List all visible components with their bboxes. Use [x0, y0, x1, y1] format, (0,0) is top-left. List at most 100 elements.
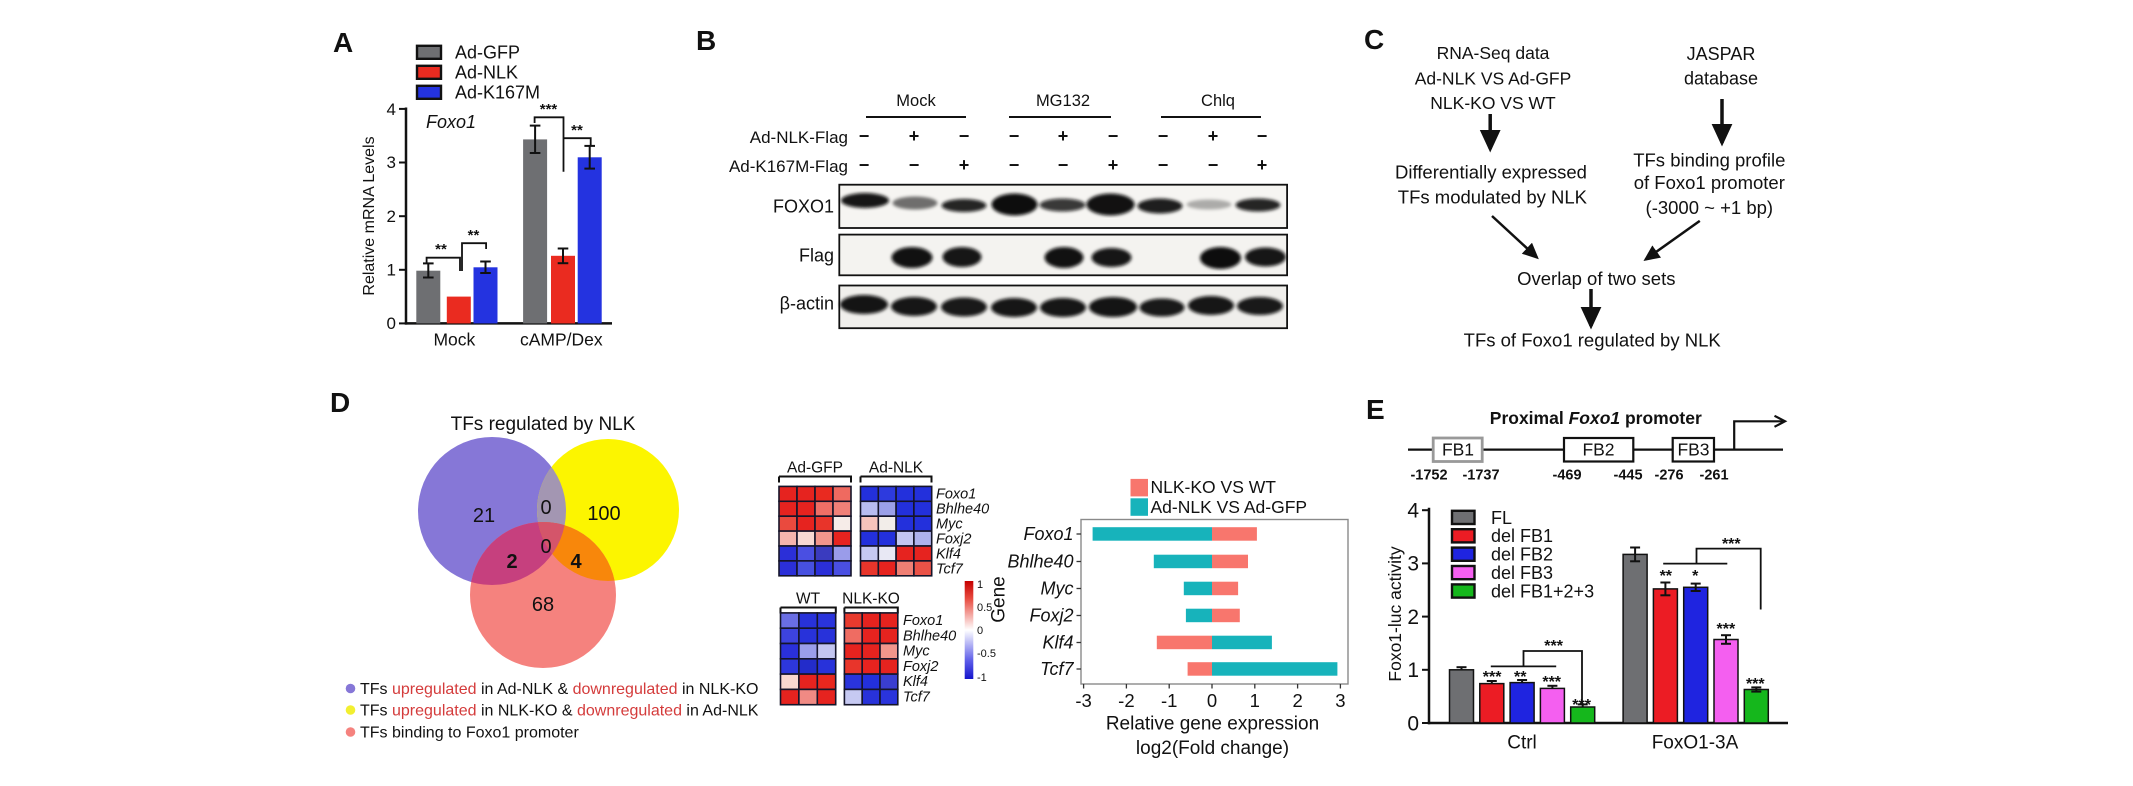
- svg-text:-276: -276: [1654, 468, 1683, 484]
- svg-text:Ad-GFP: Ad-GFP: [787, 460, 843, 477]
- svg-text:FL: FL: [1491, 508, 1512, 528]
- svg-text:-3: -3: [1075, 690, 1091, 711]
- svg-text:Overlap of two sets: Overlap of two sets: [1517, 268, 1675, 289]
- svg-text:-2: -2: [1118, 690, 1134, 711]
- svg-text:−: −: [1257, 126, 1268, 146]
- svg-text:Ad-NLK: Ad-NLK: [455, 63, 518, 83]
- svg-text:***: ***: [1717, 621, 1736, 638]
- svg-text:4: 4: [387, 100, 396, 119]
- svg-text:TFs modulated by NLK: TFs modulated by NLK: [1398, 187, 1588, 208]
- svg-text:1: 1: [387, 261, 396, 280]
- svg-text:68: 68: [532, 594, 554, 616]
- svg-text:Foxo1: Foxo1: [426, 112, 476, 132]
- svg-text:TFs of Foxo1 regulated by NLK: TFs of Foxo1 regulated by NLK: [1464, 330, 1722, 351]
- svg-text:**: **: [571, 122, 583, 139]
- svg-text:0: 0: [540, 536, 551, 558]
- svg-text:**: **: [1660, 568, 1673, 585]
- svg-text:Mock: Mock: [433, 330, 475, 350]
- svg-text:-469: -469: [1552, 468, 1581, 484]
- svg-text:**: **: [468, 227, 480, 244]
- svg-text:***: ***: [1722, 536, 1741, 553]
- svg-text:Foxo1: Foxo1: [1023, 524, 1073, 544]
- svg-text:RNA-Seq data: RNA-Seq data: [1437, 43, 1550, 63]
- svg-text:−: −: [859, 155, 870, 175]
- svg-text:Differentially expressed: Differentially expressed: [1395, 162, 1587, 183]
- svg-text:(-3000 ~ +1 bp): (-3000 ~ +1 bp): [1646, 197, 1774, 218]
- svg-text:−: −: [1108, 126, 1119, 146]
- svg-text:Proximal Foxo1 promoter: Proximal Foxo1 promoter: [1490, 408, 1702, 428]
- svg-text:*: *: [1692, 568, 1699, 585]
- svg-text:Ad-NLK-Flag: Ad-NLK-Flag: [750, 128, 848, 147]
- svg-text:FoxO1-3A: FoxO1-3A: [1652, 733, 1739, 754]
- svg-text:0: 0: [540, 497, 551, 519]
- svg-text:***: ***: [1542, 674, 1561, 691]
- svg-text:Foxj2: Foxj2: [1029, 606, 1073, 626]
- svg-text:FB3: FB3: [1677, 440, 1709, 460]
- svg-text:Relative mRNA Levels: Relative mRNA Levels: [361, 136, 378, 295]
- svg-text:B: B: [696, 25, 716, 56]
- svg-text:0: 0: [1207, 690, 1217, 711]
- svg-text:0: 0: [977, 625, 983, 637]
- svg-text:TFs upregulated in NLK-KO & do: TFs upregulated in NLK-KO & downregulate…: [360, 703, 759, 720]
- svg-text:21: 21: [473, 505, 495, 527]
- svg-text:Tcf7: Tcf7: [1040, 659, 1074, 679]
- svg-text:-261: -261: [1699, 468, 1728, 484]
- svg-text:MG132: MG132: [1036, 92, 1090, 110]
- svg-text:−: −: [959, 126, 970, 146]
- svg-text:A: A: [333, 27, 353, 58]
- svg-text:***: ***: [1746, 676, 1765, 693]
- svg-text:del FB3: del FB3: [1491, 563, 1553, 583]
- svg-text:2: 2: [387, 207, 396, 226]
- svg-text:**: **: [1514, 669, 1527, 686]
- svg-text:Foxo1: Foxo1: [936, 487, 976, 503]
- svg-text:2: 2: [1407, 606, 1419, 629]
- svg-text:−: −: [909, 155, 920, 175]
- svg-text:-1737: -1737: [1462, 468, 1499, 484]
- svg-text:+: +: [909, 126, 920, 146]
- svg-text:Ad-NLK VS Ad-GFP: Ad-NLK VS Ad-GFP: [1151, 497, 1308, 517]
- svg-text:−: −: [1208, 155, 1219, 175]
- svg-text:Ctrl: Ctrl: [1507, 733, 1537, 754]
- svg-text:Bhlhe40: Bhlhe40: [903, 628, 956, 644]
- svg-text:Foxj2: Foxj2: [903, 659, 938, 675]
- svg-text:Klf4: Klf4: [1042, 633, 1073, 653]
- svg-text:del FB1+2+3: del FB1+2+3: [1491, 581, 1594, 601]
- svg-text:1: 1: [1250, 690, 1260, 711]
- svg-text:0.5: 0.5: [977, 602, 992, 614]
- svg-text:NLK-KO: NLK-KO: [842, 591, 900, 608]
- svg-text:TFs regulated by NLK: TFs regulated by NLK: [451, 414, 636, 435]
- svg-text:+: +: [1208, 126, 1219, 146]
- svg-text:+: +: [959, 155, 970, 175]
- svg-text:3: 3: [1335, 690, 1345, 711]
- svg-text:Gene: Gene: [989, 576, 1010, 622]
- svg-text:Mock: Mock: [896, 92, 936, 110]
- svg-text:Klf4: Klf4: [903, 674, 928, 690]
- svg-text:−: −: [1058, 155, 1069, 175]
- svg-text:TFs upregulated in Ad-NLK & do: TFs upregulated in Ad-NLK & downregulate…: [360, 681, 758, 698]
- svg-text:2: 2: [1292, 690, 1302, 711]
- svg-text:D: D: [330, 387, 350, 418]
- svg-text:Bhlhe40: Bhlhe40: [936, 502, 989, 518]
- svg-text:TFs binding profile: TFs binding profile: [1633, 149, 1785, 170]
- svg-text:***: ***: [540, 101, 558, 118]
- svg-text:log2(Fold change): log2(Fold change): [1136, 738, 1289, 759]
- svg-text:Ad-K167M: Ad-K167M: [455, 83, 540, 103]
- svg-text:0: 0: [1407, 712, 1419, 735]
- svg-text:***: ***: [1483, 669, 1502, 686]
- svg-text:C: C: [1364, 24, 1384, 55]
- svg-text:Tcf7: Tcf7: [936, 562, 964, 578]
- svg-text:TFs binding to Foxo1 promoter: TFs binding to Foxo1 promoter: [360, 725, 579, 742]
- svg-text:WT: WT: [796, 591, 821, 608]
- svg-text:−: −: [1009, 155, 1020, 175]
- svg-text:1: 1: [1407, 659, 1419, 682]
- svg-text:−: −: [1158, 126, 1169, 146]
- svg-text:FB2: FB2: [1582, 440, 1614, 460]
- svg-text:Myc: Myc: [936, 517, 963, 533]
- svg-text:4: 4: [1407, 500, 1419, 523]
- svg-text:4: 4: [570, 551, 582, 573]
- svg-text:E: E: [1366, 394, 1385, 425]
- svg-text:Foxj2: Foxj2: [936, 532, 971, 548]
- svg-text:Ad-NLK VS Ad-GFP: Ad-NLK VS Ad-GFP: [1415, 68, 1572, 88]
- svg-text:Ad-K167M-Flag: Ad-K167M-Flag: [729, 157, 848, 176]
- svg-text:1: 1: [977, 579, 983, 591]
